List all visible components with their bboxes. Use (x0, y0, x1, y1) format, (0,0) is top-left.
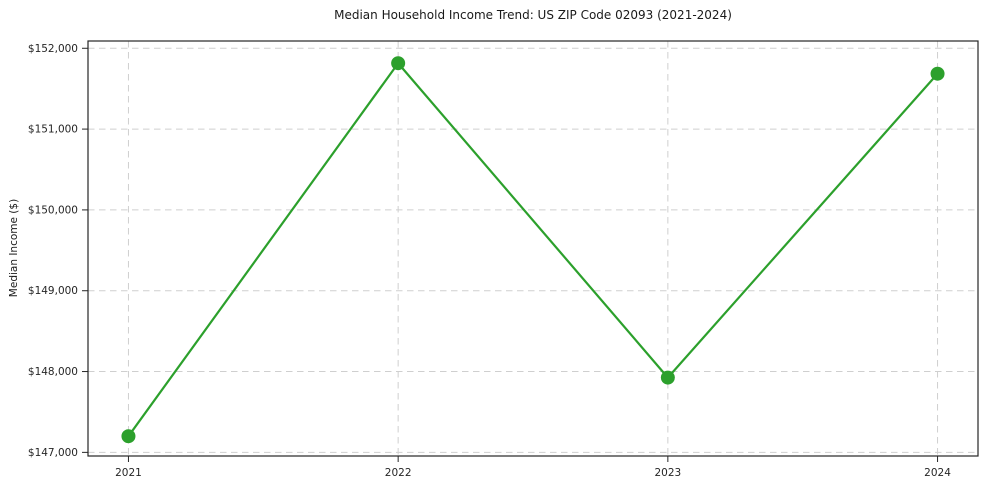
y-tick-label: $147,000 (28, 447, 78, 459)
y-tick-label: $150,000 (28, 204, 78, 216)
x-tick-label: 2022 (385, 467, 412, 479)
y-tick-label: $152,000 (28, 43, 78, 55)
y-tick-label: $148,000 (28, 366, 78, 378)
data-point-2023 (660, 370, 675, 385)
income-trend-line (127, 62, 939, 438)
chart-title: Median Household Income Trend: US ZIP Co… (334, 8, 732, 22)
x-tick-label: 2024 (924, 467, 951, 479)
plot-border (87, 40, 979, 457)
data-point-2022 (391, 56, 406, 71)
y-tick-label: $149,000 (28, 285, 78, 297)
data-point-2021 (121, 429, 136, 444)
x-tick-label: 2021 (115, 467, 142, 479)
y-tick-label: $151,000 (28, 124, 78, 136)
data-point-2024 (930, 66, 945, 81)
x-tick-label: 2023 (654, 467, 681, 479)
